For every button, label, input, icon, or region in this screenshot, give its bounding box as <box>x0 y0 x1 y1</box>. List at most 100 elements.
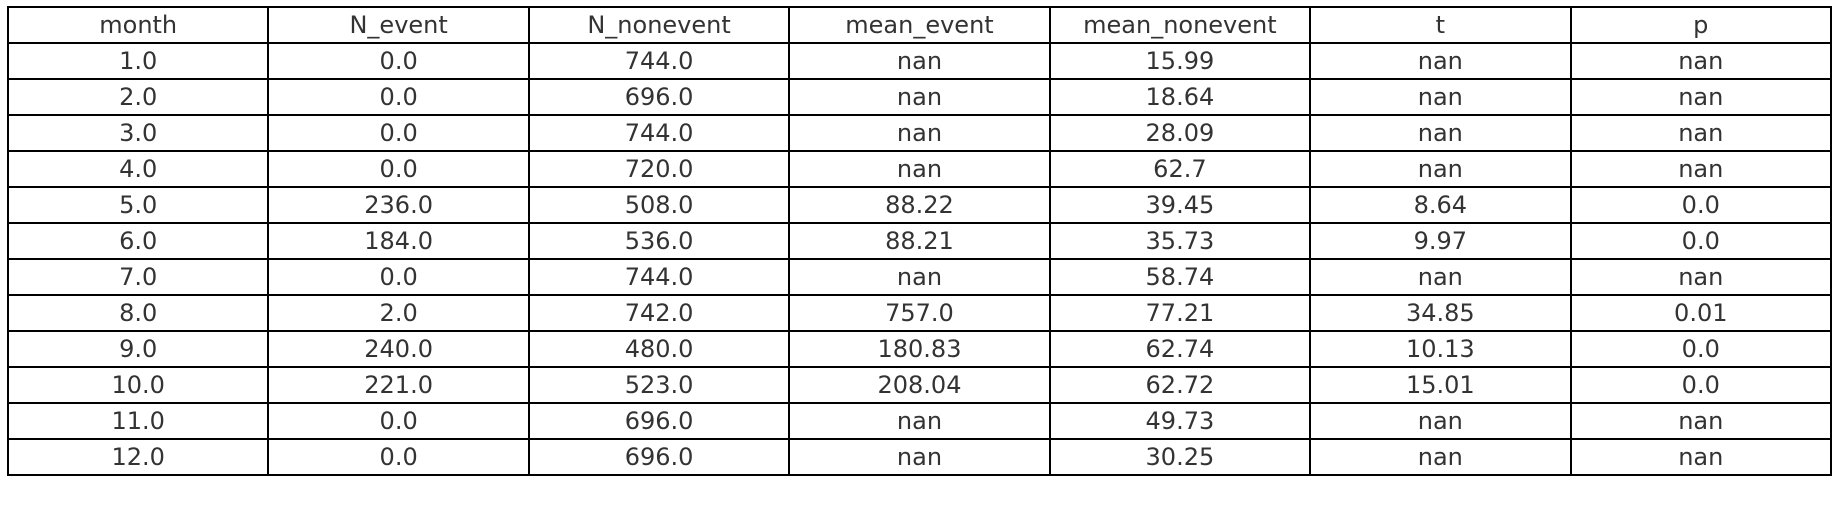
table-cell-mean-nonevent: 62.72 <box>1048 366 1312 404</box>
column-header-p: p <box>1569 6 1833 44</box>
table-row: 5.0 236.0 508.0 88.22 39.45 8.64 0.0 <box>6 186 1833 224</box>
table-cell-month: 12.0 <box>6 438 270 476</box>
table-cell-month: 5.0 <box>6 186 270 224</box>
table-cell-n-event: 0.0 <box>267 150 530 188</box>
table-cell-month: 2.0 <box>6 78 270 116</box>
table-cell-mean-event: nan <box>788 114 1051 152</box>
table-row: 6.0 184.0 536.0 88.21 35.73 9.97 0.0 <box>6 222 1833 260</box>
table-cell-mean-nonevent: 15.99 <box>1048 42 1312 80</box>
table-cell-n-nonevent: 536.0 <box>527 222 791 260</box>
table-cell-mean-nonevent: 49.73 <box>1048 402 1312 440</box>
table-row: 9.0 240.0 480.0 180.83 62.74 10.13 0.0 <box>6 330 1833 368</box>
table-cell-mean-event: nan <box>788 438 1051 476</box>
table-cell-t: 9.97 <box>1309 222 1572 260</box>
column-header-n-event: N_event <box>267 6 530 44</box>
table-cell-n-event: 0.0 <box>267 114 530 152</box>
table-cell-n-nonevent: 744.0 <box>527 114 791 152</box>
table-cell-mean-event: nan <box>788 78 1051 116</box>
table-cell-mean-nonevent: 58.74 <box>1048 258 1312 296</box>
table-cell-p: 0.01 <box>1569 294 1833 332</box>
table-cell-t: nan <box>1309 402 1572 440</box>
table-cell-n-event: 221.0 <box>267 366 530 404</box>
table-cell-month: 1.0 <box>6 42 270 80</box>
table-cell-p: nan <box>1569 150 1833 188</box>
table-cell-p: nan <box>1569 258 1833 296</box>
table-cell-n-event: 0.0 <box>267 258 530 296</box>
table-cell-n-nonevent: 696.0 <box>527 78 791 116</box>
column-header-n-nonevent: N_nonevent <box>527 6 791 44</box>
table-cell-mean-event: nan <box>788 402 1051 440</box>
table-cell-month: 10.0 <box>6 366 270 404</box>
table-cell-mean-nonevent: 35.73 <box>1048 222 1312 260</box>
table-cell-month: 6.0 <box>6 222 270 260</box>
table-cell-mean-event: nan <box>788 258 1051 296</box>
table-cell-t: nan <box>1309 258 1572 296</box>
table-cell-mean-nonevent: 18.64 <box>1048 78 1312 116</box>
table-cell-t: 8.64 <box>1309 186 1572 224</box>
table-cell-mean-nonevent: 28.09 <box>1048 114 1312 152</box>
table-cell-mean-event: 757.0 <box>788 294 1051 332</box>
table-row: 1.0 0.0 744.0 nan 15.99 nan nan <box>6 42 1833 80</box>
table-cell-mean-nonevent: 62.7 <box>1048 150 1312 188</box>
table-cell-month: 4.0 <box>6 150 270 188</box>
table-row: 8.0 2.0 742.0 757.0 77.21 34.85 0.01 <box>6 294 1833 332</box>
table-cell-t: 34.85 <box>1309 294 1572 332</box>
table-cell-n-nonevent: 508.0 <box>527 186 791 224</box>
table-cell-mean-nonevent: 62.74 <box>1048 330 1312 368</box>
column-header-t: t <box>1309 6 1572 44</box>
table-row: 7.0 0.0 744.0 nan 58.74 nan nan <box>6 258 1833 296</box>
table-cell-t: nan <box>1309 114 1572 152</box>
table-cell-n-event: 184.0 <box>267 222 530 260</box>
table-cell-p: nan <box>1569 114 1833 152</box>
table-cell-month: 7.0 <box>6 258 270 296</box>
column-header-mean-event: mean_event <box>788 6 1051 44</box>
table-cell-month: 3.0 <box>6 114 270 152</box>
table-cell-p: 0.0 <box>1569 330 1833 368</box>
stats-table: month N_event N_nonevent mean_event mean… <box>6 6 1833 476</box>
table-cell-mean-event: nan <box>788 42 1051 80</box>
table-cell-t: 10.13 <box>1309 330 1572 368</box>
table-cell-n-nonevent: 744.0 <box>527 42 791 80</box>
table-cell-n-nonevent: 744.0 <box>527 258 791 296</box>
table-cell-n-event: 0.0 <box>267 402 530 440</box>
header-row: month N_event N_nonevent mean_event mean… <box>6 6 1833 44</box>
table-cell-t: nan <box>1309 150 1572 188</box>
table-cell-month: 11.0 <box>6 402 270 440</box>
table-cell-mean-event: 88.21 <box>788 222 1051 260</box>
table-cell-mean-nonevent: 39.45 <box>1048 186 1312 224</box>
table-cell-p: nan <box>1569 438 1833 476</box>
table-cell-n-event: 240.0 <box>267 330 530 368</box>
table-cell-n-event: 2.0 <box>267 294 530 332</box>
table-cell-n-event: 0.0 <box>267 42 530 80</box>
table-cell-n-nonevent: 696.0 <box>527 402 791 440</box>
table-cell-mean-event: 88.22 <box>788 186 1051 224</box>
stats-table-container: month N_event N_nonevent mean_event mean… <box>6 6 1833 476</box>
table-row: 12.0 0.0 696.0 nan 30.25 nan nan <box>6 438 1833 476</box>
table-cell-p: nan <box>1569 78 1833 116</box>
table-cell-p: 0.0 <box>1569 222 1833 260</box>
table-row: 11.0 0.0 696.0 nan 49.73 nan nan <box>6 402 1833 440</box>
table-cell-mean-nonevent: 77.21 <box>1048 294 1312 332</box>
table-cell-month: 9.0 <box>6 330 270 368</box>
table-cell-n-event: 0.0 <box>267 438 530 476</box>
table-cell-t: nan <box>1309 438 1572 476</box>
table-cell-p: nan <box>1569 42 1833 80</box>
table-cell-n-nonevent: 523.0 <box>527 366 791 404</box>
table-cell-p: 0.0 <box>1569 186 1833 224</box>
table-cell-n-event: 0.0 <box>267 78 530 116</box>
table-row: 3.0 0.0 744.0 nan 28.09 nan nan <box>6 114 1833 152</box>
table-cell-mean-event: 208.04 <box>788 366 1051 404</box>
table-cell-n-nonevent: 720.0 <box>527 150 791 188</box>
table-cell-month: 8.0 <box>6 294 270 332</box>
table-cell-t: 15.01 <box>1309 366 1572 404</box>
table-body: 1.0 0.0 744.0 nan 15.99 nan nan 2.0 0.0 696.0 nan 1… <box>6 42 1833 476</box>
table-cell-mean-nonevent: 30.25 <box>1048 438 1312 476</box>
table-cell-n-nonevent: 742.0 <box>527 294 791 332</box>
table-cell-t: nan <box>1309 78 1572 116</box>
table-cell-mean-event: 180.83 <box>788 330 1051 368</box>
column-header-mean-nonevent: mean_nonevent <box>1048 6 1312 44</box>
table-cell-p: 0.0 <box>1569 366 1833 404</box>
table-cell-n-event: 236.0 <box>267 186 530 224</box>
table-row: 2.0 0.0 696.0 nan 18.64 nan nan <box>6 78 1833 116</box>
table-cell-mean-event: nan <box>788 150 1051 188</box>
